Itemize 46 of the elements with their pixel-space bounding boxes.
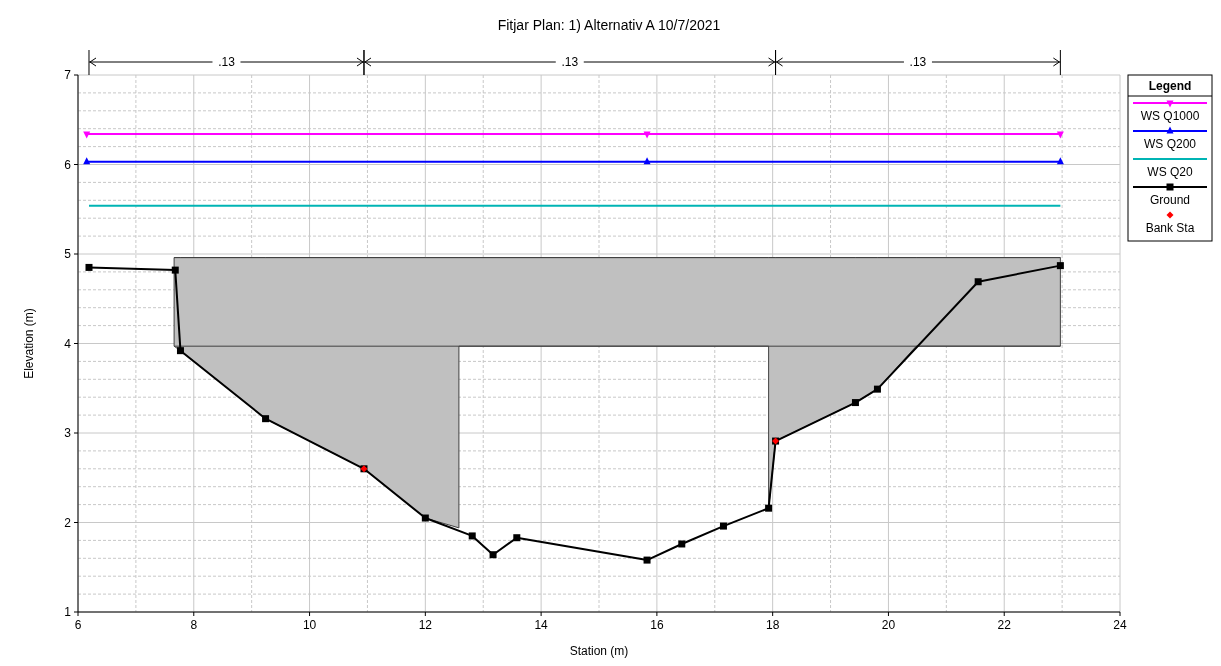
legend-label: Bank Sta xyxy=(1145,221,1195,235)
point xyxy=(262,415,270,423)
y-tick-label: 4 xyxy=(64,336,72,351)
point xyxy=(176,347,184,355)
point xyxy=(719,522,727,530)
y-tick-label: 1 xyxy=(64,605,72,619)
point xyxy=(643,556,651,564)
chart-title: Fitjar Plan: 1) Alternativ A 10/7/2021 xyxy=(497,17,721,33)
x-tick-label: 6 xyxy=(74,618,82,632)
x-tick-label: 18 xyxy=(765,618,780,632)
point xyxy=(1056,262,1064,270)
x-tick-label: 16 xyxy=(650,618,664,632)
legend-label: Ground xyxy=(1149,193,1191,207)
x-tick-label: 10 xyxy=(302,618,317,632)
point xyxy=(489,551,497,559)
legend-label: WS Q1000 xyxy=(1140,109,1200,123)
text: .13 xyxy=(218,55,236,69)
x-tick-label: 14 xyxy=(534,618,549,632)
point xyxy=(85,263,93,271)
x-tick-label: 24 xyxy=(1113,618,1127,632)
point xyxy=(873,385,881,393)
point xyxy=(765,504,773,512)
legend-label: WS Q200 xyxy=(1143,137,1197,151)
text: .13 xyxy=(561,55,579,69)
point xyxy=(421,514,429,522)
point xyxy=(643,157,651,165)
text: .13 xyxy=(909,55,927,69)
y-tick-label: 7 xyxy=(64,68,72,82)
x-tick-label: 20 xyxy=(881,618,896,632)
y-tick-label: 5 xyxy=(64,247,72,261)
x-tick-label: 22 xyxy=(997,618,1012,632)
y-axis-title: Elevation (m) xyxy=(22,308,36,379)
x-tick-label: 12 xyxy=(418,618,433,632)
point xyxy=(851,399,859,407)
x-tick-label: 8 xyxy=(190,618,198,632)
point xyxy=(468,532,476,540)
x-axis-title: Station (m) xyxy=(569,644,629,658)
point xyxy=(171,266,179,274)
text: WS Q20 xyxy=(1147,165,1193,179)
point xyxy=(974,278,982,286)
y-tick-label: 6 xyxy=(64,157,72,172)
legend-title: Legend xyxy=(1148,79,1192,93)
point xyxy=(513,534,521,542)
point xyxy=(678,540,686,548)
y-tick-label: 3 xyxy=(64,426,72,440)
y-tick-label: 2 xyxy=(64,515,72,530)
